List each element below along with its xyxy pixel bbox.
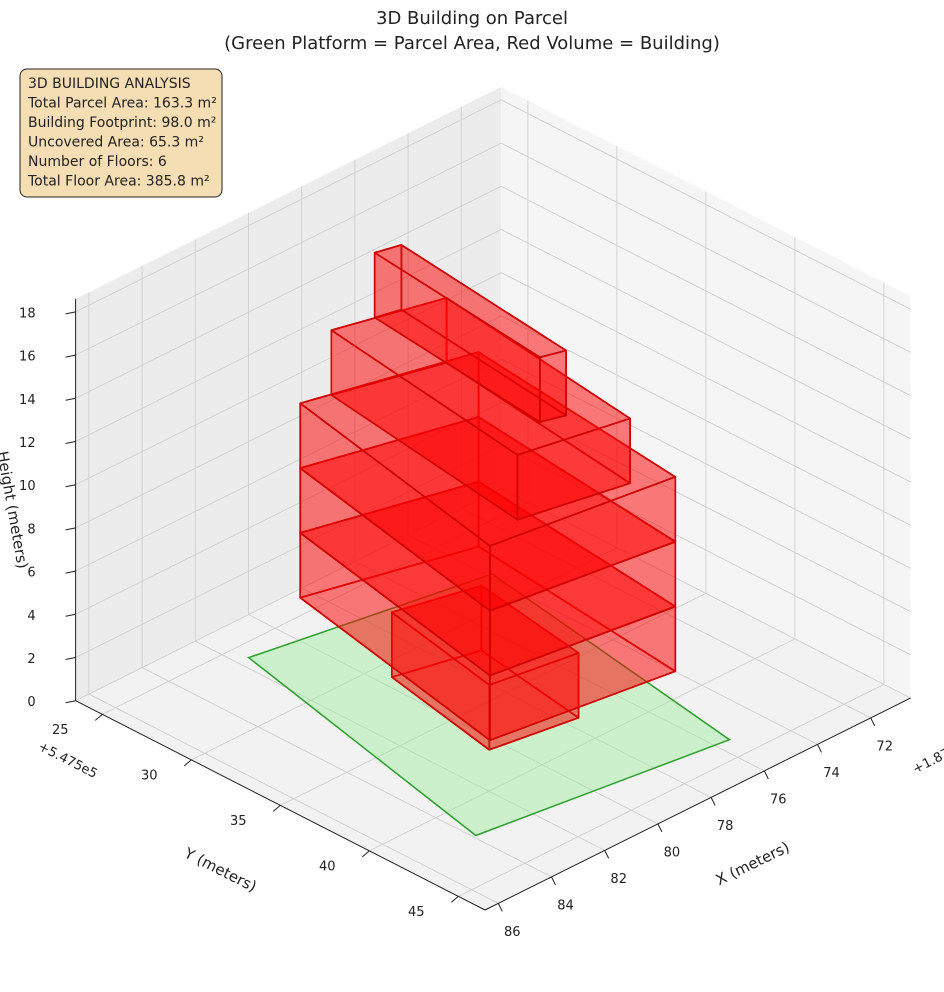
grid-line — [75, 229, 502, 442]
x-tick-label: 84 — [557, 898, 574, 913]
z-tick-label: 18 — [19, 306, 36, 321]
chart-subtitle: (Green Platform = Parcel Area, Red Volum… — [224, 33, 720, 54]
grid-line — [75, 488, 502, 702]
x-tick-label: 78 — [717, 819, 734, 834]
tick-mark — [604, 850, 610, 859]
chart-title: 3D Building on Parcel — [376, 8, 568, 29]
grid-line — [75, 142, 502, 356]
grid-line — [500, 401, 911, 613]
z-tick-label: 16 — [19, 350, 36, 365]
grid-line — [500, 142, 911, 353]
axis-line — [484, 697, 911, 911]
grid-line — [458, 683, 885, 897]
tick-mark — [710, 797, 716, 806]
tick-mark — [817, 744, 822, 753]
z-tick-label: 8 — [27, 522, 35, 537]
block-top — [299, 351, 677, 547]
x-tick-label: 76 — [770, 792, 787, 807]
grid-line — [75, 315, 502, 529]
info-line: 3D BUILDING ANALYSIS — [28, 76, 191, 92]
info-line: Number of Floors: 6 — [28, 154, 167, 170]
z-tick-label: 10 — [19, 479, 36, 494]
tick-mark — [551, 876, 556, 886]
tick-mark — [870, 717, 876, 727]
grid-line — [75, 401, 502, 615]
tick-mark — [272, 804, 281, 812]
tick-mark — [183, 759, 192, 767]
y-tick-label: 25 — [52, 723, 69, 738]
tick-mark — [657, 823, 663, 833]
z-tick-label: 14 — [19, 393, 36, 408]
x-tick-label: 86 — [504, 925, 521, 940]
grid-line — [280, 592, 707, 806]
info-box-frame — [19, 68, 223, 198]
z-tick-label: 4 — [27, 609, 35, 624]
back-pane — [75, 86, 502, 701]
grid-line — [500, 229, 911, 440]
y-tick-label: 30 — [141, 768, 158, 783]
grid-line — [75, 99, 502, 313]
plot-area — [247, 244, 732, 837]
tick-mark — [65, 354, 76, 358]
z-tick-label: 2 — [27, 652, 35, 667]
grid-line — [369, 638, 796, 852]
info-line: Total Floor Area: 385.8 m² — [27, 174, 210, 190]
block-top — [373, 244, 567, 359]
tick-mark — [65, 527, 76, 531]
grid-line — [500, 185, 911, 397]
tick-mark — [763, 770, 769, 780]
y-axis-label: Y (meters) — [181, 844, 260, 896]
info-line: Total Parcel Area: 163.3 m² — [27, 96, 217, 112]
grid-line — [191, 547, 618, 761]
x-tick-label: 80 — [664, 845, 681, 860]
x-offset-label: +1.874e5 — [911, 735, 944, 778]
tick-mark — [65, 484, 76, 488]
x-tick-label: 72 — [876, 739, 893, 754]
grid-line — [500, 272, 911, 483]
grid-line — [500, 99, 911, 310]
grid-line — [500, 488, 911, 699]
z-tick-label: 12 — [19, 436, 36, 451]
y-tick-label: 35 — [230, 814, 247, 829]
axis-line — [75, 700, 486, 911]
grid-line — [75, 272, 502, 486]
tick-mark — [65, 700, 76, 704]
tick-mark — [65, 441, 76, 444]
z-tick-label: 0 — [27, 695, 35, 710]
info-box: 3D BUILDING ANALYSIS Total Parcel Area: 1… — [19, 68, 223, 198]
grid-line — [500, 358, 911, 569]
grid-line — [500, 315, 911, 526]
grid-line — [75, 185, 502, 399]
grid-line — [500, 445, 911, 656]
x-tick-label: 82 — [610, 872, 627, 887]
x-axis-label: X (meters) — [713, 838, 793, 889]
tick-mark — [94, 713, 103, 721]
tick-mark — [497, 903, 503, 912]
grid-line — [75, 445, 502, 658]
y-tick-label: 40 — [319, 859, 336, 874]
tick-mark — [65, 570, 76, 574]
info-line: Uncovered Area: 65.3 m² — [28, 135, 204, 151]
info-line: Building Footprint: 98.0 m² — [28, 115, 216, 131]
grid-line — [75, 358, 502, 572]
tick-mark — [65, 311, 76, 315]
x-tick-label: 74 — [823, 766, 840, 781]
z-tick-label: 6 — [27, 566, 35, 581]
block-side — [539, 349, 567, 423]
tick-mark — [65, 657, 76, 660]
tick-mark — [65, 613, 76, 617]
y-tick-label: 45 — [408, 905, 425, 920]
z-axis-label: Height (meters) — [0, 450, 32, 570]
tick-mark — [65, 397, 76, 401]
tick-mark — [450, 895, 459, 903]
y-offset-label: +5.475e5 — [36, 739, 100, 782]
tick-mark — [361, 850, 370, 858]
